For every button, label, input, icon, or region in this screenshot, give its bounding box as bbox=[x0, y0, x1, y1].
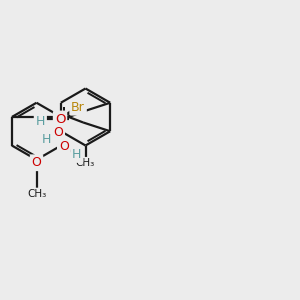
Text: H: H bbox=[72, 148, 82, 161]
Text: O: O bbox=[32, 156, 41, 169]
Text: Br: Br bbox=[71, 101, 85, 114]
Text: CH₃: CH₃ bbox=[76, 158, 95, 169]
Text: CH₃: CH₃ bbox=[27, 189, 46, 199]
Text: H: H bbox=[42, 133, 51, 146]
Text: O: O bbox=[55, 112, 65, 125]
Text: O: O bbox=[59, 140, 69, 154]
Text: O: O bbox=[53, 126, 63, 139]
Text: H: H bbox=[36, 115, 45, 128]
